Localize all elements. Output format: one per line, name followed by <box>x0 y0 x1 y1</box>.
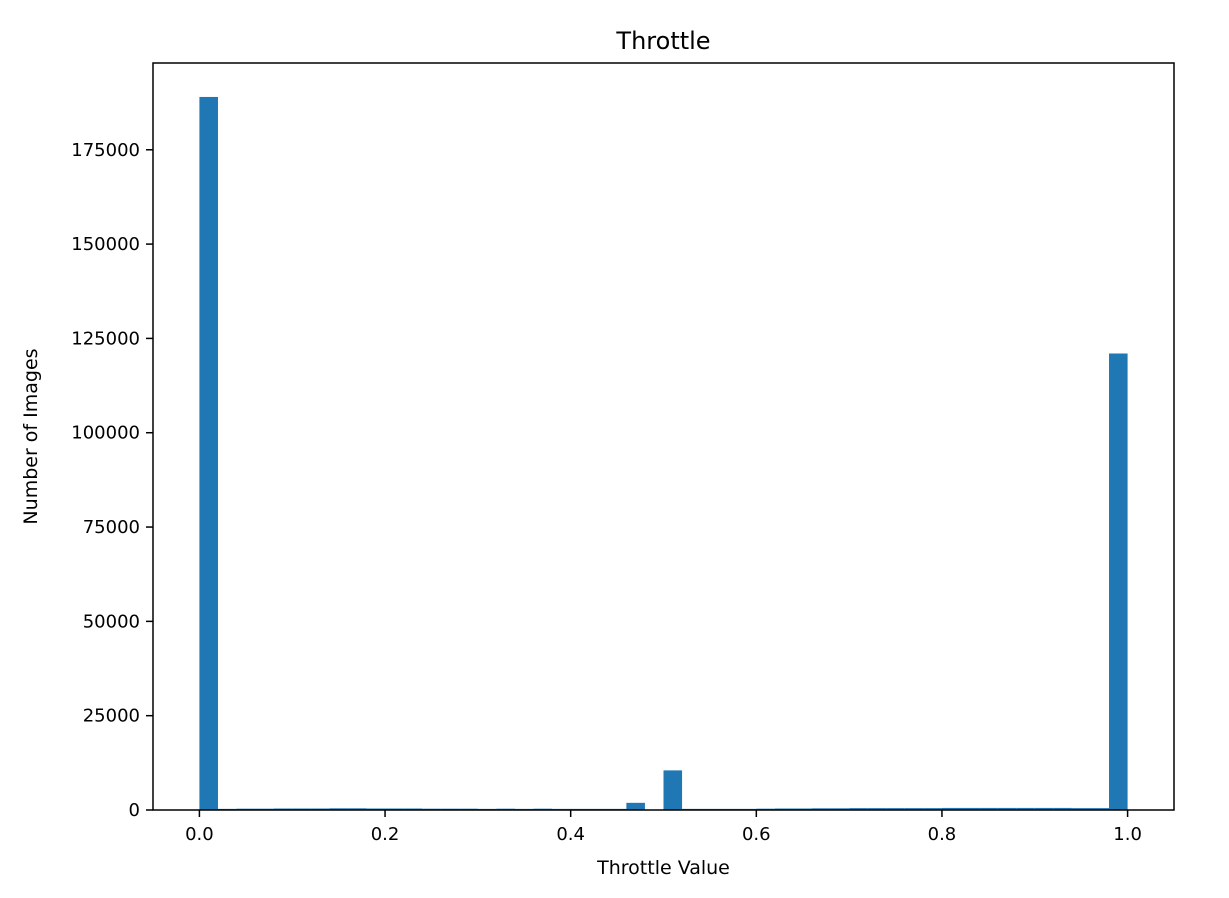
x-axis-label: Throttle Value <box>596 857 730 879</box>
histogram-bar <box>849 808 868 810</box>
histogram-bar <box>979 807 998 810</box>
x-tick-label: 0.6 <box>742 824 771 845</box>
y-tick-label: 150000 <box>71 234 140 255</box>
y-tick-label: 0 <box>129 800 140 821</box>
histogram-bar <box>329 808 348 810</box>
histogram-bar <box>997 807 1017 810</box>
histogram-bar <box>1109 353 1128 810</box>
histogram-bar <box>1071 808 1091 810</box>
histogram-bar <box>886 808 905 810</box>
histogram-bar <box>904 808 924 810</box>
x-tick-label: 0.2 <box>371 824 400 845</box>
plot-frame <box>152 62 1175 811</box>
histogram-bar <box>385 808 404 810</box>
histogram-bar <box>366 808 386 810</box>
histogram-bar <box>830 808 850 810</box>
histogram-bar <box>310 808 330 810</box>
histogram-bar <box>1034 807 1054 810</box>
y-tick-label: 125000 <box>71 328 140 349</box>
histogram-bar <box>1016 807 1035 810</box>
y-tick-label: 50000 <box>83 611 140 632</box>
histogram-bar <box>663 770 683 810</box>
y-axis-ticks: 0 25000 50000 75000 100000 125000 150000 175000 <box>71 140 153 821</box>
histogram-bar <box>867 808 887 810</box>
x-tick-label: 0.4 <box>556 824 585 845</box>
y-tick-label: 75000 <box>83 517 140 538</box>
histogram-bar <box>199 96 218 811</box>
histogram-bar <box>626 802 645 810</box>
histogram-bar <box>273 808 293 810</box>
x-tick-label: 0.0 <box>185 824 214 845</box>
histogram-bar <box>1090 808 1110 810</box>
plot-area <box>153 63 1174 810</box>
histogram-bar <box>347 808 367 810</box>
histogram-bar <box>1053 807 1072 810</box>
histogram-bar <box>403 808 423 810</box>
histogram-bar <box>923 808 942 810</box>
y-tick-label: 100000 <box>71 423 140 444</box>
histogram-bar <box>960 807 980 810</box>
histogram-bar <box>292 808 311 810</box>
x-tick-label: 1.0 <box>1113 824 1142 845</box>
histogram-bar <box>941 807 961 810</box>
y-tick-label: 25000 <box>83 706 140 727</box>
y-tick-label: 175000 <box>71 140 140 161</box>
y-axis-label: Number of Images <box>20 348 42 524</box>
histogram-bar <box>812 808 831 810</box>
x-tick-label: 0.8 <box>928 824 957 845</box>
histogram-bar <box>774 808 794 810</box>
chart-title: Throttle <box>615 27 710 55</box>
histogram-bar <box>793 808 813 810</box>
x-axis-ticks: 0.0 0.2 0.4 0.6 0.8 1.0 <box>185 810 1142 845</box>
